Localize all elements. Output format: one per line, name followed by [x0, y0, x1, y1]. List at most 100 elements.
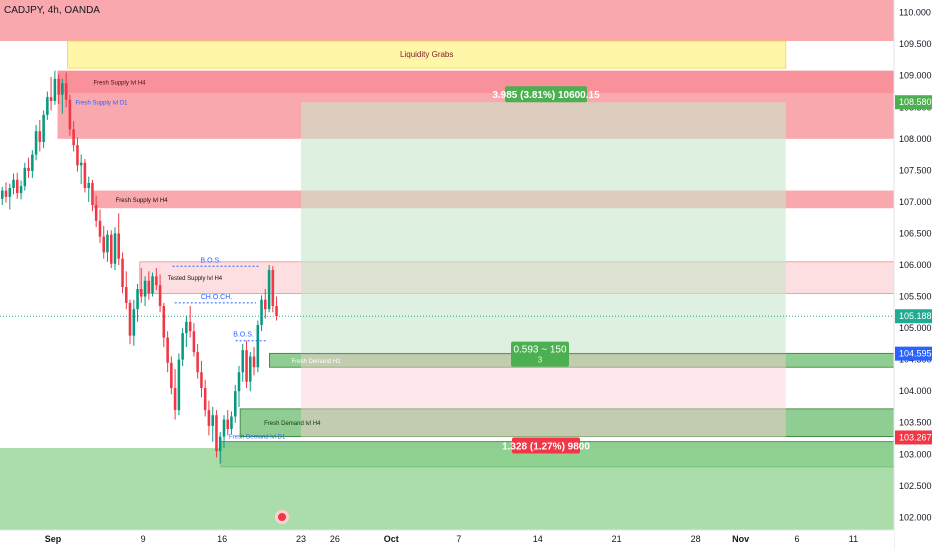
candle-body — [46, 97, 49, 115]
time-tick-label: 28 — [691, 534, 701, 544]
candle — [102, 225, 105, 259]
candle — [4, 182, 8, 203]
candle-body — [42, 114, 45, 142]
candle — [136, 283, 139, 322]
candle — [211, 406, 215, 442]
candle — [132, 299, 136, 346]
candle-body — [143, 280, 147, 297]
price-axis-bg — [894, 0, 932, 550]
zone-liquidity-grabs — [67, 40, 787, 69]
candle — [203, 379, 207, 417]
candle — [248, 352, 252, 392]
time-axis-bg — [0, 530, 894, 550]
zone-label-fresh-supply-h4: Fresh Supply lvl H4 — [93, 81, 146, 87]
candle-body — [76, 145, 79, 166]
price-label-box — [895, 430, 932, 445]
center-label-sub: 3 — [538, 356, 543, 365]
candle-body — [271, 270, 275, 307]
price-tick-label: 107.500 — [899, 165, 932, 175]
candle — [106, 230, 109, 262]
price-tick-label: 105.000 — [899, 323, 932, 333]
candle-body — [222, 419, 226, 437]
candle — [207, 400, 211, 436]
candle-body — [237, 372, 241, 392]
candle — [267, 265, 271, 313]
candle-body — [53, 78, 57, 101]
candle — [83, 159, 87, 193]
candle — [38, 119, 42, 152]
candle-body — [72, 129, 75, 146]
price-label-box — [895, 309, 932, 324]
time-tick-label: Sep — [45, 534, 62, 544]
candle — [8, 183, 12, 210]
candle — [177, 353, 181, 416]
candle — [218, 432, 222, 464]
candle — [263, 288, 267, 319]
candle — [222, 415, 226, 448]
candle-body — [98, 220, 102, 237]
price-axis[interactable]: 102.000 102.500 103.000 103.500 104.000 104.5… — [893, 0, 932, 550]
profit-label-box — [505, 86, 587, 103]
candle-body — [192, 331, 196, 353]
candle — [72, 121, 75, 152]
candle-body — [151, 276, 154, 294]
candle — [19, 180, 23, 200]
candle — [23, 162, 27, 191]
time-tick-label: 6 — [795, 534, 800, 544]
candle-body — [245, 350, 248, 382]
time-axis[interactable]: Sep 9 16 23 26 Oct 7 14 21 28 Nov 6 11 — [0, 529, 894, 550]
candle-body — [8, 188, 12, 197]
candle — [34, 124, 38, 161]
target-icon[interactable] — [275, 510, 289, 524]
candle-body — [170, 362, 173, 389]
zone-fresh-supply-h4 — [57, 70, 894, 94]
candle-body — [27, 167, 30, 171]
candle — [76, 137, 79, 172]
candle-body — [12, 179, 15, 189]
price-label: 105.188 — [899, 311, 932, 321]
candle-body — [64, 83, 68, 100]
candle-body — [252, 356, 256, 368]
time-tick-label: 7 — [456, 534, 461, 544]
candle-body — [23, 167, 27, 187]
candle-body — [109, 234, 113, 264]
candle-body — [102, 236, 105, 253]
candle-body — [106, 234, 109, 253]
price-label-box — [895, 95, 932, 110]
price-tick-label: 108.000 — [899, 134, 932, 144]
candle-body — [158, 285, 162, 307]
loss-label-box — [512, 437, 580, 454]
candle — [121, 252, 124, 294]
candle — [192, 323, 196, 357]
candle — [15, 172, 19, 199]
candle — [215, 410, 218, 458]
candle-body — [196, 352, 199, 373]
zone-label-fresh-supply-d1: Fresh Supply lvl D1 — [75, 100, 128, 106]
candle-body — [61, 83, 64, 95]
candle-body — [91, 182, 94, 206]
candle-body — [211, 415, 215, 426]
candle-body — [230, 416, 233, 430]
candle-body — [188, 321, 192, 332]
center-label: 0.593 ~ 150 — [513, 345, 567, 356]
time-tick-label: Oct — [384, 534, 399, 544]
candle-body — [185, 321, 188, 334]
candle-body — [4, 190, 8, 197]
candle-body — [275, 306, 278, 317]
long-position-tool[interactable]: 3.985 (3.81%) 10600.15 1.328 (1.27%) 9800… — [0, 86, 894, 454]
candle-body — [49, 97, 53, 101]
time-tick-label: 21 — [612, 534, 622, 544]
structure-label: B.O.S. — [233, 332, 254, 339]
candle-body — [241, 350, 245, 373]
price-tick-label: 102.500 — [899, 481, 932, 491]
price-tick-label: 110.000 — [899, 8, 931, 18]
price-tick-label: 107.000 — [899, 197, 932, 207]
price-tick-label: 106.500 — [899, 228, 932, 238]
candle-body — [128, 302, 132, 336]
candle — [87, 176, 91, 202]
candle-body — [113, 233, 117, 264]
candle-body — [260, 299, 263, 325]
price-tick-label: 106.000 — [899, 260, 932, 270]
